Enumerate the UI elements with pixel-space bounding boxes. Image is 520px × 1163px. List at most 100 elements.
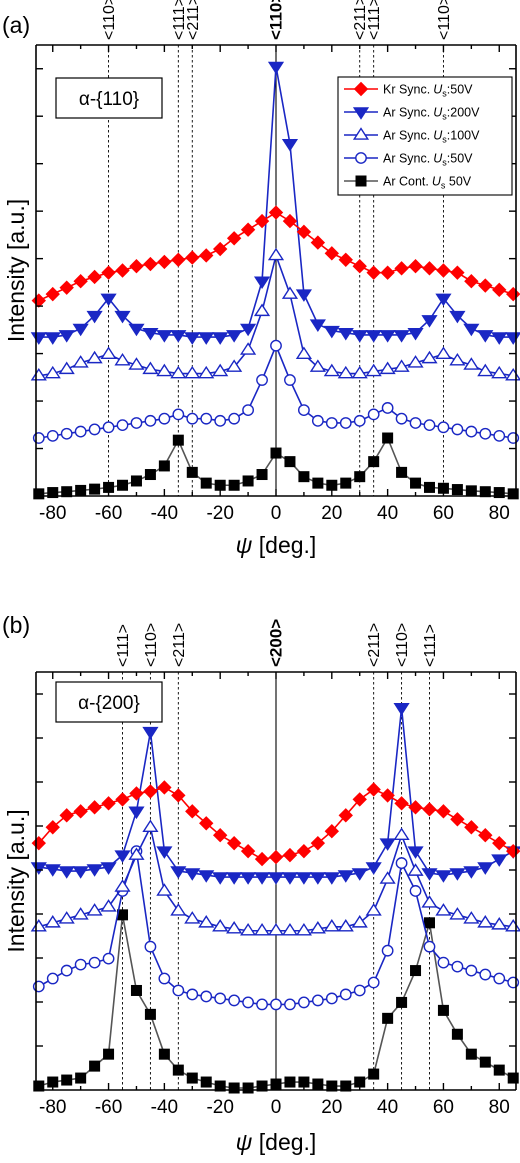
data-point <box>449 868 466 881</box>
data-point <box>199 816 214 831</box>
data-point <box>408 800 423 815</box>
panel-a: (a) <110> <111><211> <110> <211><111> <110>α-… <box>2 0 520 558</box>
data-point <box>379 838 396 851</box>
data-point <box>44 864 61 877</box>
data-point <box>491 332 508 345</box>
data-point <box>395 857 408 869</box>
data-point <box>46 972 59 985</box>
data-point <box>465 964 478 977</box>
data-point <box>198 915 215 928</box>
data-point <box>33 1080 45 1092</box>
data-point <box>338 808 353 823</box>
data-point <box>184 911 201 924</box>
data-point <box>86 903 103 916</box>
data-point <box>379 361 396 375</box>
data-point <box>295 289 312 302</box>
data-point <box>422 802 437 817</box>
annotation-box <box>55 681 163 723</box>
data-point <box>88 423 101 436</box>
data-point <box>73 804 88 819</box>
data-point <box>242 404 254 416</box>
x-tick-label: -60 <box>95 503 122 524</box>
data-point <box>382 432 394 444</box>
data-point <box>32 432 45 444</box>
data-point <box>102 421 115 434</box>
panel-b: (b) <111> <110> <211> <200> <211> <110> <111> α-… <box>2 612 520 1155</box>
x-axis-label-symbol: ψ <box>236 1129 253 1155</box>
data-point <box>200 990 213 1003</box>
data-point <box>451 1028 463 1040</box>
data-point <box>253 872 271 885</box>
y-axis-label: Intensity [a.u.] <box>3 809 29 952</box>
data-point <box>351 330 368 343</box>
data-point <box>311 414 324 427</box>
data-point <box>326 479 338 491</box>
data-point <box>170 365 187 379</box>
data-point <box>451 484 463 496</box>
data-point <box>479 427 492 440</box>
data-point <box>368 1068 380 1080</box>
data-point <box>128 323 145 337</box>
data-point <box>267 872 285 885</box>
data-point <box>395 412 408 425</box>
data-point <box>142 819 159 833</box>
data-point <box>312 477 324 489</box>
legend-label: Ar Cont. Us 50V <box>383 175 472 191</box>
data-point <box>407 863 424 876</box>
x-tick-label: 60 <box>433 1097 454 1118</box>
series-2 <box>30 819 520 936</box>
data-point <box>437 1004 449 1016</box>
series-0 <box>31 780 520 867</box>
data-point <box>46 429 59 442</box>
data-point <box>268 205 284 220</box>
data-point <box>86 864 103 877</box>
data-point <box>298 996 310 1009</box>
data-point <box>72 907 89 920</box>
data-point <box>156 883 173 896</box>
data-point <box>101 796 116 811</box>
legend-box <box>337 76 513 196</box>
data-point <box>310 835 326 851</box>
data-point <box>408 259 423 274</box>
data-point <box>58 911 75 924</box>
data-point <box>465 1048 477 1060</box>
data-point <box>114 310 131 324</box>
data-point <box>59 808 74 823</box>
x-tick-label: -40 <box>151 1097 178 1118</box>
data-point <box>130 984 142 996</box>
legend-entry: Ar Sync. Us:200V <box>344 106 480 122</box>
data-point <box>451 423 464 436</box>
data-point <box>436 263 451 278</box>
data-point <box>212 919 229 932</box>
data-point <box>282 847 298 863</box>
data-point <box>491 854 508 867</box>
data-point <box>396 996 408 1008</box>
x-tick-label: -20 <box>206 503 233 524</box>
data-point <box>212 872 229 885</box>
direction-label: <110> <box>143 623 160 667</box>
direction-label: <211> <box>366 623 383 667</box>
data-point <box>463 357 480 370</box>
data-point <box>156 363 173 377</box>
data-point <box>200 477 212 489</box>
data-point <box>477 862 494 875</box>
data-point <box>171 788 186 803</box>
data-point <box>323 872 340 885</box>
data-point <box>253 923 271 936</box>
data-point <box>284 456 296 468</box>
data-point <box>367 976 380 989</box>
data-point <box>479 1056 491 1068</box>
data-point <box>284 374 296 386</box>
data-point <box>491 365 508 379</box>
legend-marker <box>353 81 369 97</box>
data-point <box>212 332 229 345</box>
data-point <box>493 1064 505 1076</box>
data-point <box>198 870 215 883</box>
data-point <box>382 1012 394 1024</box>
data-point <box>325 417 338 429</box>
data-point <box>267 247 285 261</box>
direction-label: <111> <box>115 624 132 667</box>
legend-entry: Kr Sync. Us:50V <box>344 81 473 99</box>
data-point <box>311 994 324 1007</box>
data-point <box>226 872 243 885</box>
